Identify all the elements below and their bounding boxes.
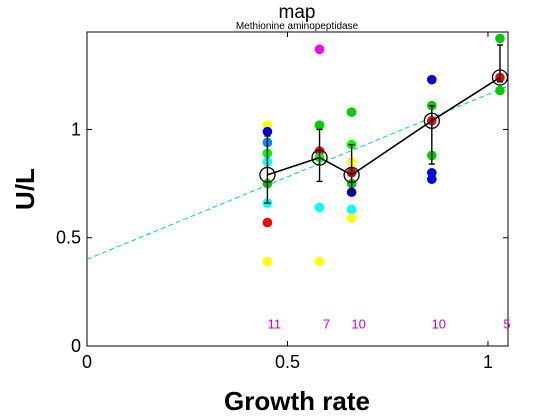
x-tick-label: 0.5 bbox=[275, 352, 300, 372]
replicate-point bbox=[346, 204, 357, 215]
count-labels-layer: 11 7 10 10 5 bbox=[268, 317, 511, 332]
replicate-point bbox=[346, 213, 357, 224]
replicate-point bbox=[495, 85, 505, 96]
count-label: 10 bbox=[432, 317, 446, 332]
count-label: 5 bbox=[503, 317, 510, 332]
y-tick-label: 1 bbox=[71, 119, 81, 139]
axis-ticks-layer: 0 0.5 100.51 bbox=[56, 32, 508, 372]
y-tick-label: 0.5 bbox=[56, 228, 81, 248]
mean-point bbox=[423, 112, 440, 129]
fit-line bbox=[86, 85, 509, 260]
mean-line bbox=[267, 76, 501, 176]
count-label: 7 bbox=[323, 317, 330, 332]
replicate-point bbox=[427, 74, 437, 85]
replicate-point bbox=[427, 174, 437, 185]
chart-subtitle: Methionine aminopeptidase bbox=[236, 21, 359, 32]
y-tick-label: 0 bbox=[71, 336, 81, 356]
mean-point bbox=[311, 149, 328, 166]
y-axis-label: U/L bbox=[10, 168, 40, 210]
mean-point bbox=[343, 166, 360, 184]
replicate-point bbox=[262, 217, 273, 228]
replicate-point bbox=[262, 126, 273, 137]
replicate-point bbox=[314, 44, 325, 55]
plot-frame bbox=[86, 31, 509, 347]
mean-point bbox=[491, 69, 509, 86]
chart-title: map bbox=[279, 2, 316, 23]
replicate-point bbox=[262, 256, 273, 267]
count-label: 11 bbox=[268, 317, 282, 332]
replicate-point bbox=[346, 107, 357, 117]
x-tick-label: 1 bbox=[483, 352, 493, 372]
x-axis-label: Growth rate bbox=[224, 386, 370, 416]
count-label: 10 bbox=[351, 317, 365, 332]
fit-line-layer bbox=[86, 85, 509, 260]
replicate-point bbox=[314, 120, 325, 130]
mean-series-layer bbox=[259, 44, 509, 204]
mean-point bbox=[259, 166, 276, 184]
replicate-point bbox=[314, 256, 325, 267]
x-tick-label: 0 bbox=[82, 352, 92, 372]
replicate-point bbox=[314, 202, 325, 213]
replicate-point bbox=[495, 33, 505, 44]
